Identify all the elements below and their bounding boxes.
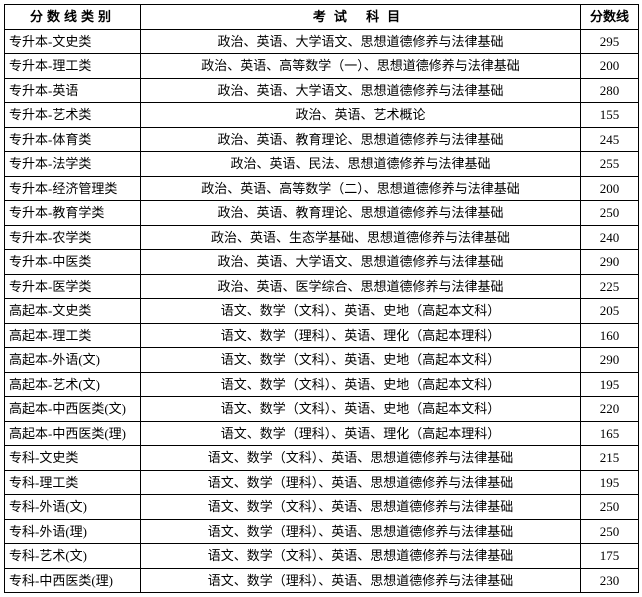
cell-score: 255 bbox=[581, 152, 639, 177]
table-row: 专升本-艺术类政治、英语、艺术概论155 bbox=[5, 103, 639, 128]
cell-category: 专升本-文史类 bbox=[5, 29, 141, 54]
cell-score: 155 bbox=[581, 103, 639, 128]
table-row: 高起本-中西医类(理)语文、数学（理科）、英语、理化（高起本理科）165 bbox=[5, 421, 639, 446]
table-row: 高起本-外语(文)语文、数学（文科）、英语、史地（高起本文科）290 bbox=[5, 348, 639, 373]
cell-subject: 语文、数学（文科）、英语、思想道德修养与法律基础 bbox=[141, 544, 581, 569]
cell-category: 专升本-法学类 bbox=[5, 152, 141, 177]
cell-score: 165 bbox=[581, 421, 639, 446]
cell-category: 专升本-英语 bbox=[5, 78, 141, 103]
cell-score: 240 bbox=[581, 225, 639, 250]
cell-score: 230 bbox=[581, 568, 639, 593]
cell-category: 专升本-中医类 bbox=[5, 250, 141, 275]
cell-category: 专科-文史类 bbox=[5, 446, 141, 471]
cell-score: 195 bbox=[581, 470, 639, 495]
cell-subject: 语文、数学（理科）、英语、思想道德修养与法律基础 bbox=[141, 470, 581, 495]
table-row: 专升本-医学类政治、英语、医学综合、思想道德修养与法律基础225 bbox=[5, 274, 639, 299]
cell-category: 高起本-外语(文) bbox=[5, 348, 141, 373]
header-category: 分数线类别 bbox=[5, 5, 141, 30]
cell-category: 专升本-经济管理类 bbox=[5, 176, 141, 201]
cell-category: 高起本-中西医类(文) bbox=[5, 397, 141, 422]
table-row: 专科-中西医类(理)语文、数学（理科）、英语、思想道德修养与法律基础230 bbox=[5, 568, 639, 593]
cell-category: 专升本-农学类 bbox=[5, 225, 141, 250]
cell-score: 290 bbox=[581, 250, 639, 275]
cell-score: 175 bbox=[581, 544, 639, 569]
table-header-row: 分数线类别 考试 科目 分数线 bbox=[5, 5, 639, 30]
cell-subject: 语文、数学（文科）、英语、思想道德修养与法律基础 bbox=[141, 446, 581, 471]
cell-category: 专升本-体育类 bbox=[5, 127, 141, 152]
cell-score: 220 bbox=[581, 397, 639, 422]
table-row: 专升本-农学类政治、英语、生态学基础、思想道德修养与法律基础240 bbox=[5, 225, 639, 250]
table-row: 高起本-文史类语文、数学（文科）、英语、史地（高起本文科）205 bbox=[5, 299, 639, 324]
cell-subject: 政治、英语、高等数学（二）、思想道德修养与法律基础 bbox=[141, 176, 581, 201]
cell-score: 250 bbox=[581, 519, 639, 544]
cell-subject: 政治、英语、医学综合、思想道德修养与法律基础 bbox=[141, 274, 581, 299]
cell-score: 295 bbox=[581, 29, 639, 54]
cell-subject: 政治、英语、民法、思想道德修养与法律基础 bbox=[141, 152, 581, 177]
cell-score: 205 bbox=[581, 299, 639, 324]
cell-category: 专科-中西医类(理) bbox=[5, 568, 141, 593]
table-row: 高起本-中西医类(文)语文、数学（文科）、英语、史地（高起本文科）220 bbox=[5, 397, 639, 422]
cell-category: 高起本-理工类 bbox=[5, 323, 141, 348]
cell-score: 250 bbox=[581, 201, 639, 226]
table-row: 高起本-艺术(文)语文、数学（文科）、英语、史地（高起本文科）195 bbox=[5, 372, 639, 397]
cell-subject: 语文、数学（理科）、英语、理化（高起本理科） bbox=[141, 323, 581, 348]
cell-score: 160 bbox=[581, 323, 639, 348]
table-row: 专升本-教育学类政治、英语、教育理论、思想道德修养与法律基础250 bbox=[5, 201, 639, 226]
table-row: 专科-理工类语文、数学（理科）、英语、思想道德修养与法律基础195 bbox=[5, 470, 639, 495]
cell-category: 高起本-中西医类(理) bbox=[5, 421, 141, 446]
table-row: 专科-文史类语文、数学（文科）、英语、思想道德修养与法律基础215 bbox=[5, 446, 639, 471]
cell-subject: 政治、英语、大学语文、思想道德修养与法律基础 bbox=[141, 250, 581, 275]
table-row: 高起本-理工类语文、数学（理科）、英语、理化（高起本理科）160 bbox=[5, 323, 639, 348]
cell-subject: 语文、数学（文科）、英语、史地（高起本文科） bbox=[141, 397, 581, 422]
cell-category: 专科-艺术(文) bbox=[5, 544, 141, 569]
cell-subject: 语文、数学（理科）、英语、理化（高起本理科） bbox=[141, 421, 581, 446]
cell-score: 290 bbox=[581, 348, 639, 373]
cell-score: 215 bbox=[581, 446, 639, 471]
cell-score: 225 bbox=[581, 274, 639, 299]
cell-subject: 语文、数学（文科）、英语、史地（高起本文科） bbox=[141, 299, 581, 324]
cell-subject: 语文、数学（理科）、英语、思想道德修养与法律基础 bbox=[141, 519, 581, 544]
table-row: 专升本-英语政治、英语、大学语文、思想道德修养与法律基础280 bbox=[5, 78, 639, 103]
cell-category: 高起本-文史类 bbox=[5, 299, 141, 324]
cell-subject: 政治、英语、艺术概论 bbox=[141, 103, 581, 128]
cell-subject: 政治、英语、高等数学（一）、思想道德修养与法律基础 bbox=[141, 54, 581, 79]
cell-subject: 政治、英语、大学语文、思想道德修养与法律基础 bbox=[141, 29, 581, 54]
cell-subject: 语文、数学（文科）、英语、史地（高起本文科） bbox=[141, 348, 581, 373]
table-row: 专科-艺术(文)语文、数学（文科）、英语、思想道德修养与法律基础175 bbox=[5, 544, 639, 569]
table-row: 专升本-体育类政治、英语、教育理论、思想道德修养与法律基础245 bbox=[5, 127, 639, 152]
header-subject: 考试 科目 bbox=[141, 5, 581, 30]
cell-category: 专升本-理工类 bbox=[5, 54, 141, 79]
cell-score: 280 bbox=[581, 78, 639, 103]
cell-subject: 政治、英语、教育理论、思想道德修养与法律基础 bbox=[141, 127, 581, 152]
cell-subject: 政治、英语、大学语文、思想道德修养与法律基础 bbox=[141, 78, 581, 103]
header-score: 分数线 bbox=[581, 5, 639, 30]
cell-score: 200 bbox=[581, 54, 639, 79]
table-row: 专升本-文史类政治、英语、大学语文、思想道德修养与法律基础295 bbox=[5, 29, 639, 54]
table-row: 专升本-经济管理类政治、英语、高等数学（二）、思想道德修养与法律基础200 bbox=[5, 176, 639, 201]
table-row: 专科-外语(理)语文、数学（理科）、英语、思想道德修养与法律基础250 bbox=[5, 519, 639, 544]
table-row: 专升本-中医类政治、英语、大学语文、思想道德修养与法律基础290 bbox=[5, 250, 639, 275]
cell-category: 专升本-艺术类 bbox=[5, 103, 141, 128]
table-body: 专升本-文史类政治、英语、大学语文、思想道德修养与法律基础295专升本-理工类政… bbox=[5, 29, 639, 593]
cell-category: 专升本-医学类 bbox=[5, 274, 141, 299]
cell-subject: 政治、英语、生态学基础、思想道德修养与法律基础 bbox=[141, 225, 581, 250]
score-table: 分数线类别 考试 科目 分数线 专升本-文史类政治、英语、大学语文、思想道德修养… bbox=[4, 4, 639, 593]
cell-subject: 语文、数学（文科）、英语、史地（高起本文科） bbox=[141, 372, 581, 397]
cell-subject: 政治、英语、教育理论、思想道德修养与法律基础 bbox=[141, 201, 581, 226]
cell-score: 195 bbox=[581, 372, 639, 397]
cell-category: 专科-理工类 bbox=[5, 470, 141, 495]
cell-category: 专升本-教育学类 bbox=[5, 201, 141, 226]
table-row: 专升本-理工类政治、英语、高等数学（一）、思想道德修养与法律基础200 bbox=[5, 54, 639, 79]
cell-category: 高起本-艺术(文) bbox=[5, 372, 141, 397]
cell-subject: 语文、数学（理科）、英语、思想道德修养与法律基础 bbox=[141, 568, 581, 593]
table-row: 专升本-法学类政治、英语、民法、思想道德修养与法律基础255 bbox=[5, 152, 639, 177]
cell-category: 专科-外语(理) bbox=[5, 519, 141, 544]
cell-score: 200 bbox=[581, 176, 639, 201]
cell-score: 245 bbox=[581, 127, 639, 152]
